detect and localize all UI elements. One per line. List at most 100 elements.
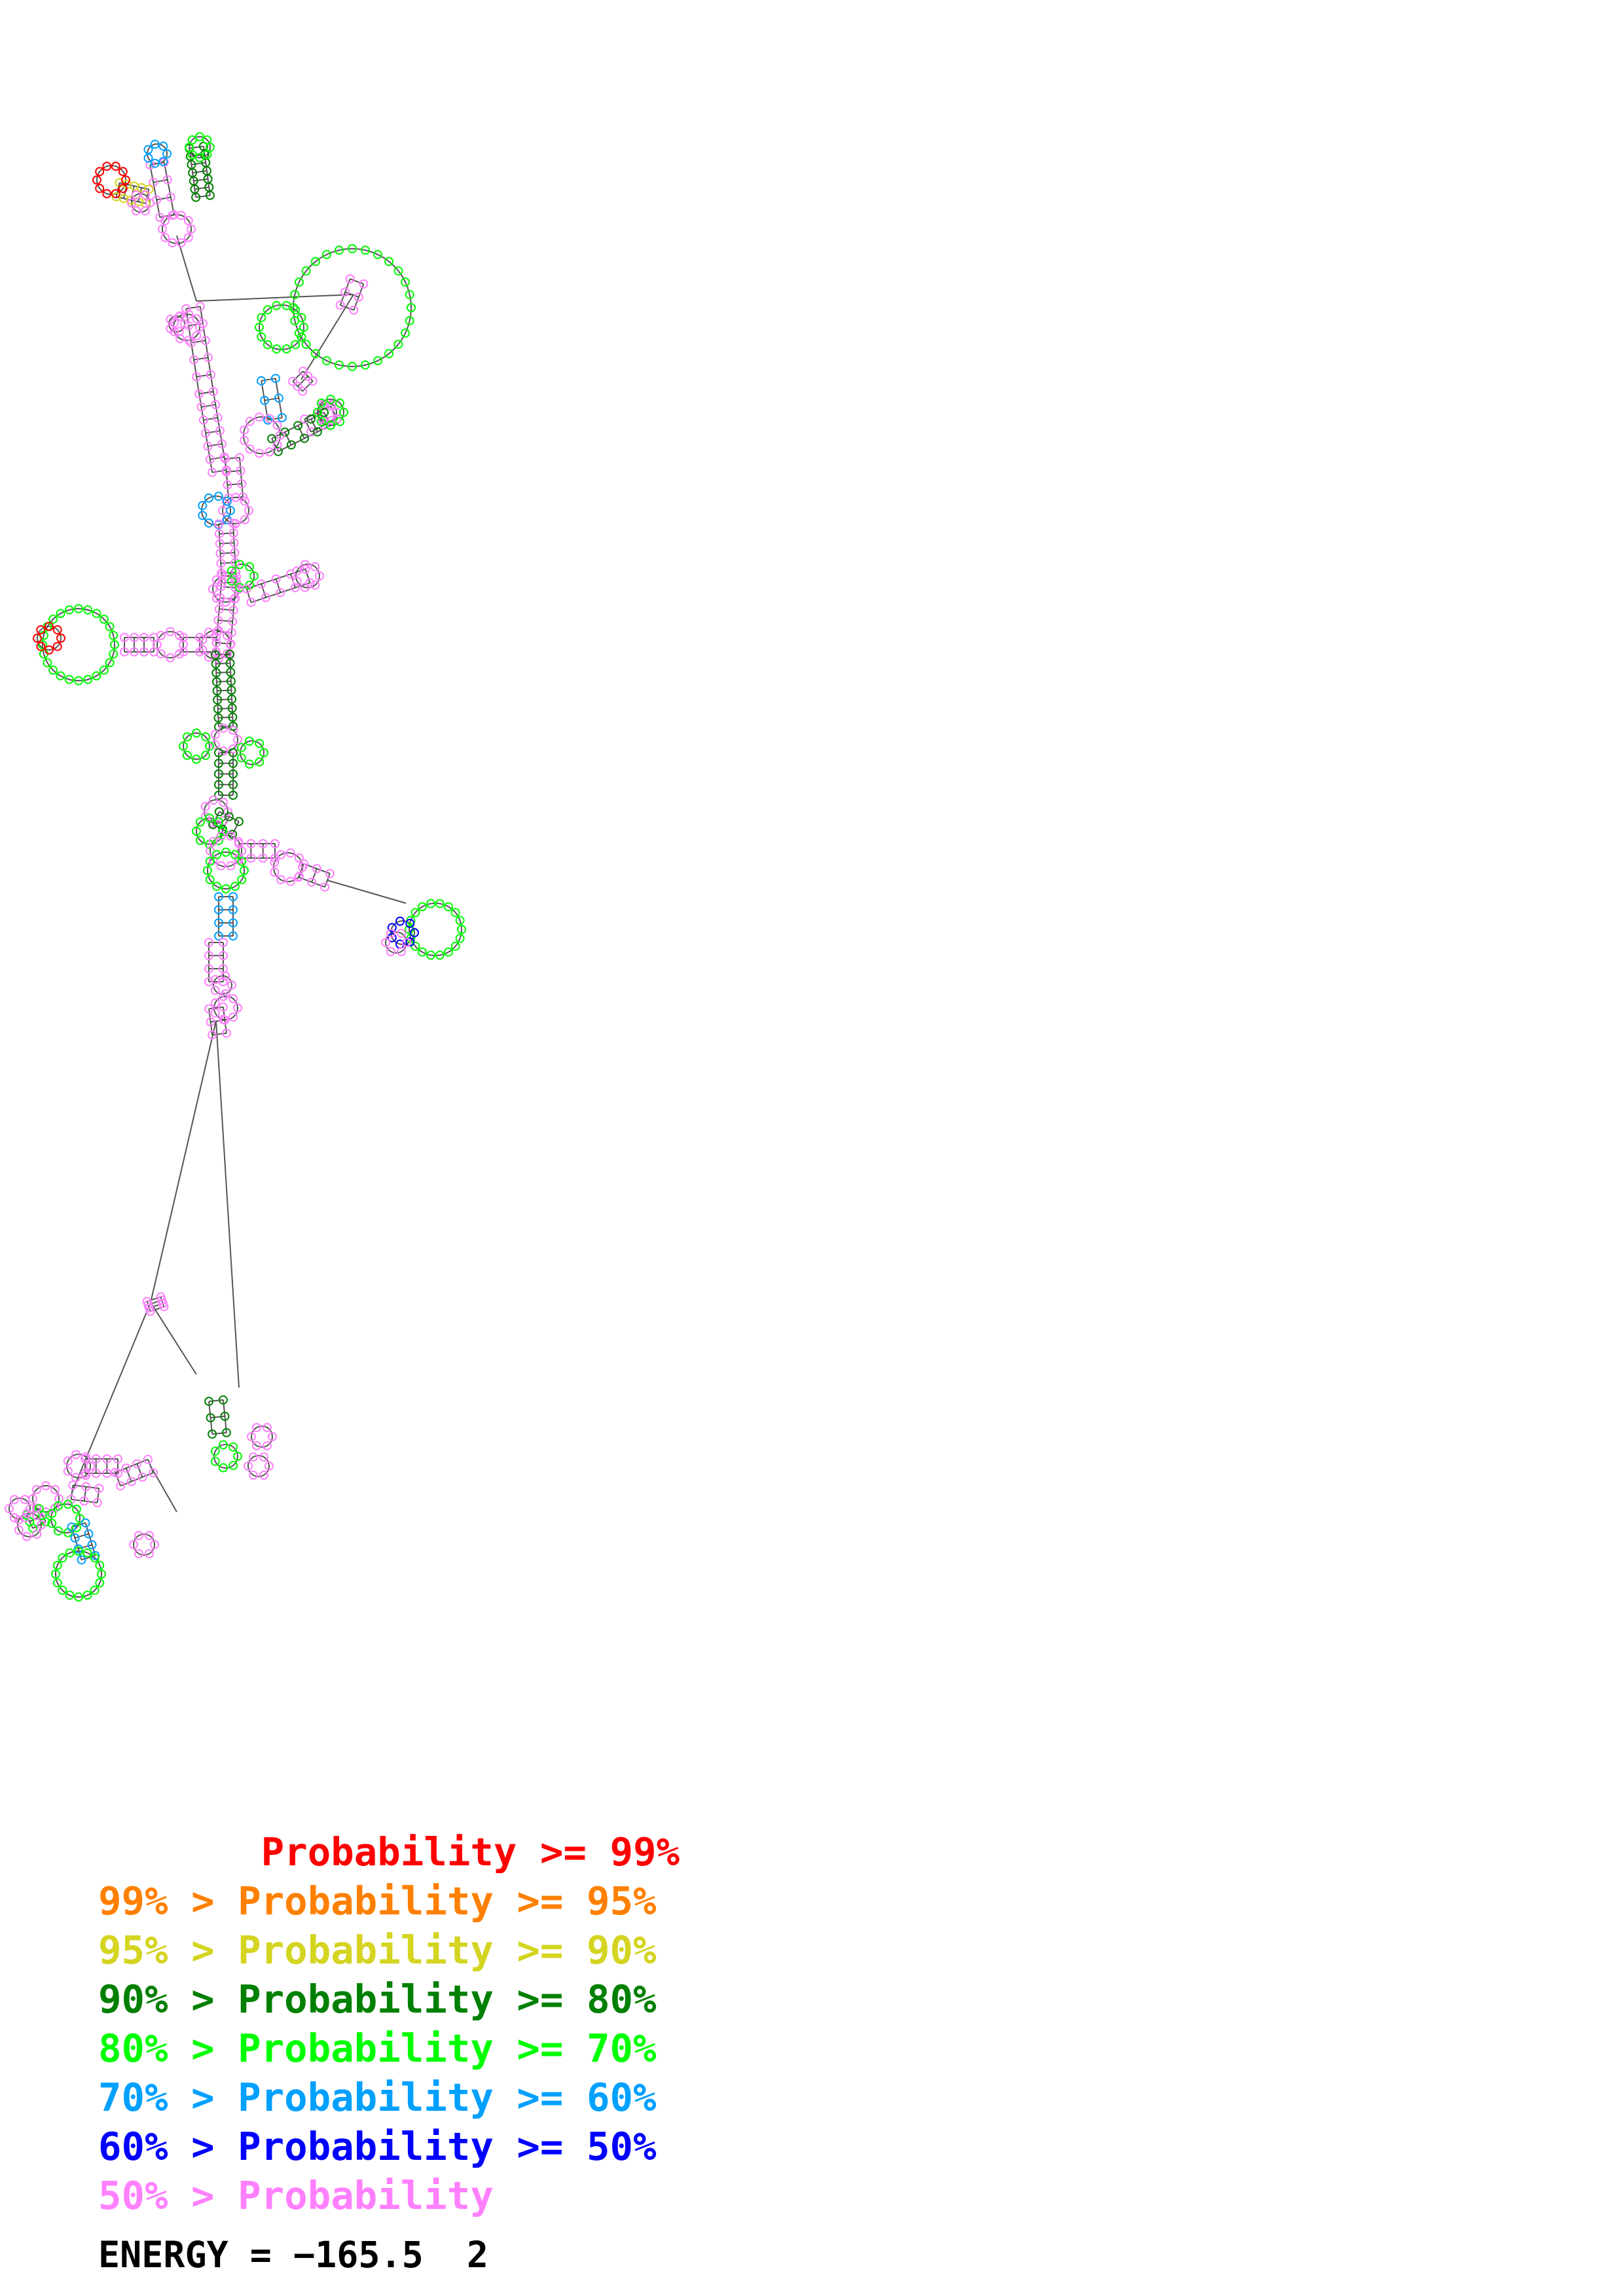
nucleotide — [219, 746, 228, 756]
nucleotide — [316, 398, 326, 408]
nucleotide — [184, 335, 194, 345]
nucleotide — [228, 725, 238, 735]
nucleotide — [208, 836, 218, 846]
nucleotide — [120, 647, 129, 656]
nucleotide — [92, 1498, 102, 1507]
nucleotide — [230, 548, 240, 558]
nucleotide — [405, 290, 414, 299]
nucleotide — [36, 625, 46, 635]
nucleotide — [214, 780, 223, 789]
nucleotide — [270, 839, 280, 848]
nucleotide — [299, 433, 309, 443]
nucleotide — [216, 582, 226, 592]
nucleotide — [205, 875, 215, 884]
nucleotide — [435, 899, 445, 908]
nucleotide — [200, 802, 210, 812]
nucleotide — [335, 398, 345, 408]
nucleotide — [70, 1533, 80, 1543]
nucleotide — [145, 1306, 155, 1316]
nucleotide — [132, 1459, 142, 1469]
nucleotide — [218, 1395, 228, 1405]
nucleotide — [139, 633, 149, 642]
nucleotide — [109, 649, 119, 659]
nucleotide — [397, 946, 406, 956]
nucleotide — [255, 323, 264, 332]
nucleotide — [210, 975, 220, 984]
nucleotide — [213, 713, 223, 723]
nucleotide — [82, 1590, 92, 1600]
nucleotide — [184, 310, 194, 319]
nucleotide — [293, 382, 302, 391]
nucleotide — [52, 1578, 62, 1588]
nucleotide — [294, 853, 304, 863]
nucleotide — [218, 1002, 228, 1012]
nucleotide — [143, 145, 153, 154]
nucleotide — [228, 712, 238, 722]
nucleotide — [244, 1462, 253, 1471]
nucleotide — [259, 748, 268, 757]
nucleotide — [127, 198, 136, 207]
nucleotide — [227, 704, 237, 713]
nucleotide — [75, 1514, 84, 1523]
nucleotide — [195, 323, 204, 332]
nucleotide — [249, 1452, 258, 1462]
nucleotide — [214, 529, 224, 539]
nucleotide — [225, 649, 234, 659]
nucleotide — [219, 977, 228, 986]
nucleotide — [226, 676, 236, 686]
nucleotide — [274, 393, 283, 403]
nucleotide — [130, 647, 139, 656]
nucleotide — [158, 141, 168, 151]
nucleotide — [99, 665, 109, 675]
nucleotide — [126, 1477, 136, 1486]
nucleotide — [134, 1531, 143, 1541]
nucleotide — [86, 1462, 95, 1471]
nucleotide — [22, 1532, 31, 1541]
nucleotide — [290, 290, 300, 299]
nucleotide — [204, 951, 213, 960]
nucleotide — [373, 249, 382, 259]
nucleotide — [201, 428, 211, 438]
nucleotide — [195, 647, 204, 656]
nucleotide — [150, 139, 160, 149]
nucleotide — [228, 518, 238, 528]
nucleotide — [129, 1540, 138, 1549]
nucleotide — [210, 1446, 220, 1456]
nucleotide — [52, 641, 62, 651]
nucleotide — [145, 198, 155, 207]
nucleotide — [205, 814, 214, 823]
nucleotide — [121, 1463, 131, 1473]
nucleotide — [252, 1423, 261, 1433]
nucleotide — [158, 156, 168, 166]
nucleotide — [90, 1585, 100, 1595]
nucleotide — [270, 867, 280, 877]
nucleotide — [306, 414, 316, 424]
nucleotide — [313, 408, 322, 417]
nucleotide — [179, 633, 188, 642]
nucleotide — [426, 950, 436, 960]
nucleotide — [228, 791, 238, 800]
nucleotide — [10, 1495, 19, 1505]
nucleotide — [206, 143, 215, 152]
nucleotide — [259, 1470, 268, 1480]
nucleotide — [95, 1578, 105, 1588]
nucleotide — [235, 453, 244, 463]
nucleotide — [246, 839, 256, 848]
nucleotide — [221, 884, 230, 893]
nucleotide — [294, 278, 304, 287]
nucleotide — [223, 480, 232, 490]
nucleotide — [185, 143, 194, 152]
nucleotide — [211, 637, 221, 647]
nucleotide — [348, 244, 357, 253]
nucleotide — [82, 1548, 92, 1558]
nucleotide — [139, 647, 149, 656]
nucleotide — [260, 395, 270, 405]
nucleotide — [227, 628, 236, 637]
nucleotide — [111, 162, 120, 171]
nucleotide — [263, 1441, 272, 1450]
nucleotide — [189, 355, 199, 365]
nucleotide — [192, 755, 201, 764]
nucleotide — [230, 882, 240, 891]
nucleotide — [20, 1495, 29, 1505]
nucleotide — [203, 441, 213, 451]
